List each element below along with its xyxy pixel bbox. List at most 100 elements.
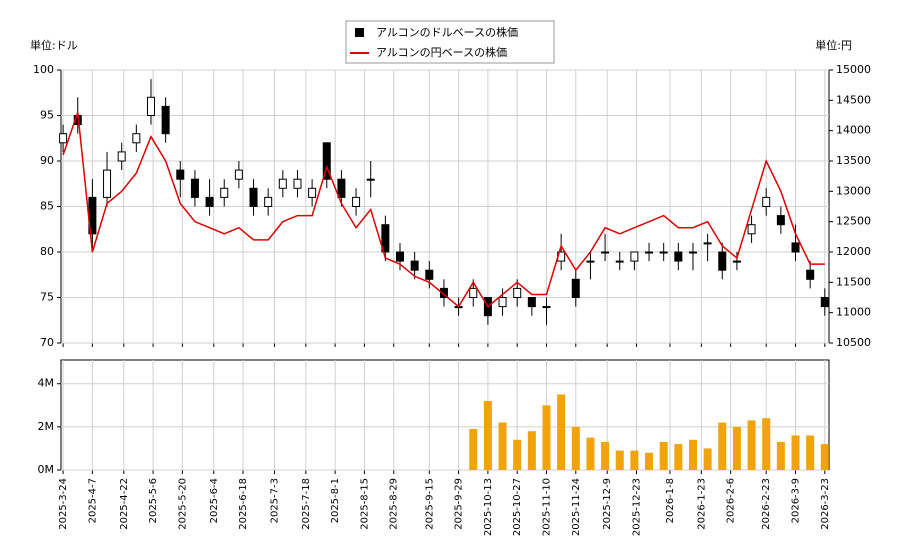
y-tick-label: 4M <box>38 377 55 390</box>
volume-bar <box>513 439 522 470</box>
volume-bar <box>732 426 741 470</box>
candle-body <box>190 178 199 198</box>
candle-body <box>762 196 771 207</box>
volume-bar <box>601 441 610 470</box>
y-tick-label: 100 <box>33 63 54 76</box>
candle-body <box>571 278 580 298</box>
candle-body <box>117 151 126 162</box>
y-tick-label: 95 <box>40 109 54 122</box>
candle-body <box>381 224 390 253</box>
x-tick-label: 2025-4-7 <box>87 478 98 523</box>
volume-bar <box>527 431 536 470</box>
candle-body <box>264 196 273 207</box>
y2-tick-label: 14500 <box>836 93 871 106</box>
legend-swatch <box>355 28 364 37</box>
x-tick-label: 2025-11-10 <box>541 478 552 536</box>
volume-bar <box>688 439 697 470</box>
x-tick-label: 2026-3-9 <box>791 478 802 523</box>
x-tick-label: 2025-7-18 <box>301 478 312 530</box>
volume-bar <box>674 444 683 470</box>
x-tick-label: 2026-2-6 <box>726 478 737 523</box>
candle-body <box>132 133 141 144</box>
x-tick-label: 2025-8-15 <box>359 478 370 530</box>
candle-body <box>410 260 419 271</box>
x-tick-label: 2025-3-24 <box>58 478 69 530</box>
x-tick-label: 2025-7-3 <box>269 478 280 523</box>
volume-bar <box>762 418 771 470</box>
y-tick-label: 2M <box>38 420 55 433</box>
candle-body <box>293 178 302 189</box>
x-tick-label: 2025-6-18 <box>238 478 249 530</box>
candle-body <box>176 169 185 180</box>
volume-bar <box>615 450 624 470</box>
volume-bar <box>645 452 654 470</box>
candle-body <box>688 251 697 254</box>
candle-body <box>776 215 785 226</box>
legend-box <box>345 20 555 64</box>
legend: アルコンのドルベースの株価 アルコンの円ベースの株価 <box>345 20 555 64</box>
y2-tick-label: 10500 <box>836 336 871 349</box>
y2-tick-label: 13500 <box>836 154 871 167</box>
candle-body <box>161 105 170 135</box>
candle-body <box>322 142 331 180</box>
y-tick-label: 80 <box>40 245 54 258</box>
candle-body <box>337 178 346 198</box>
volume-bar <box>747 420 756 470</box>
y2-tick-label: 11500 <box>836 275 871 288</box>
volume-bar <box>659 441 668 470</box>
candle-body <box>527 297 536 308</box>
x-tick-label: 2025-10-27 <box>512 478 523 536</box>
x-tick-label: 2026-3-23 <box>820 478 831 530</box>
x-tick-label: 2025-9-29 <box>454 478 465 530</box>
candle-body <box>278 178 287 189</box>
candle-body <box>234 169 243 180</box>
y2-tick-label: 14000 <box>836 124 871 137</box>
x-tick-label: 2026-1-8 <box>665 478 676 523</box>
candle-body <box>498 297 507 308</box>
y2-tick-label: 12500 <box>836 215 871 228</box>
x-tick-label: 2025-9-15 <box>424 478 435 530</box>
legend-label: アルコンのドルベースの株価 <box>376 25 518 39</box>
candle-body <box>396 251 405 262</box>
y-tick-label: 90 <box>40 154 54 167</box>
candle-body <box>791 242 800 253</box>
volume-bar <box>586 437 595 470</box>
y-tick-label: 85 <box>40 200 54 213</box>
volume-bar <box>630 450 639 470</box>
candle-body <box>542 306 551 309</box>
y-tick-label: 70 <box>40 336 54 349</box>
candle-body <box>146 96 155 117</box>
x-tick-label: 2025-12-9 <box>602 478 613 530</box>
volume-bar <box>483 400 492 470</box>
candle-body <box>513 287 522 298</box>
candle-body <box>308 187 317 198</box>
x-tick-label: 2026-1-23 <box>696 478 707 530</box>
x-tick-label: 2025-8-29 <box>389 478 400 530</box>
candle-body <box>249 187 258 208</box>
volume-bar <box>557 394 566 470</box>
candle-body <box>615 260 624 263</box>
candle-body <box>747 224 756 235</box>
candle-body <box>205 196 214 207</box>
volume-bar <box>703 448 712 470</box>
x-tick-label: 2025-8-1 <box>330 478 341 523</box>
candle-body <box>645 251 654 254</box>
y2-tick-label: 12000 <box>836 245 871 258</box>
candle-body <box>601 251 610 254</box>
candle-body <box>820 297 829 308</box>
y-tick-label: 0M <box>38 463 55 476</box>
candle-body <box>703 242 712 245</box>
x-tick-label: 2025-6-4 <box>209 478 220 523</box>
x-tick-label: 2025-11-24 <box>571 478 582 536</box>
candle-body <box>366 178 375 181</box>
volume-bar <box>469 429 478 470</box>
candle-body <box>220 187 229 198</box>
candle-body <box>630 251 639 262</box>
volume-bar <box>791 435 800 470</box>
y2-tick-label: 15000 <box>836 63 871 76</box>
x-tick-label: 2026-2-23 <box>761 478 772 530</box>
volume-bar <box>542 405 551 470</box>
candle-body <box>439 287 448 298</box>
volume-frame <box>60 359 830 471</box>
